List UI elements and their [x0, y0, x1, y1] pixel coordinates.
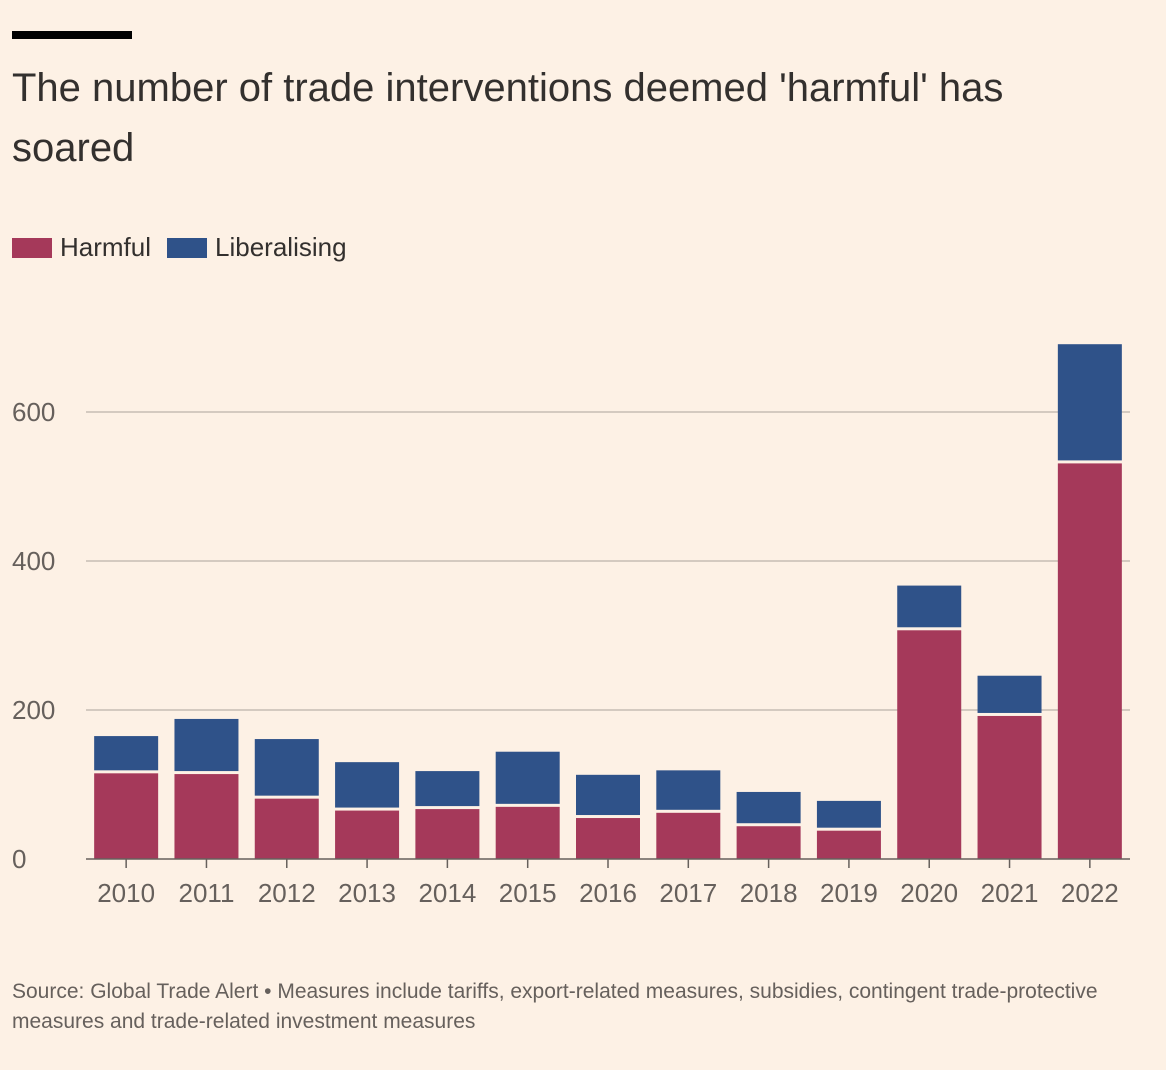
bar-liberalising-2014 — [415, 771, 480, 807]
y-tick-label-600: 600 — [12, 397, 55, 427]
bar-liberalising-2017 — [656, 770, 721, 810]
bar-liberalising-2013 — [335, 762, 400, 808]
bar-liberalising-2022 — [1057, 344, 1122, 461]
legend-swatch-liberalising — [167, 237, 208, 258]
bar-liberalising-2015 — [495, 751, 560, 804]
bar-harmful-2010 — [94, 773, 159, 859]
bar-harmful-2012 — [254, 798, 319, 859]
x-tick-label-2012: 2012 — [258, 878, 316, 908]
legend-swatch-harmful — [12, 237, 52, 258]
bar-liberalising-2010 — [94, 736, 159, 771]
bar-harmful-2011 — [174, 774, 239, 859]
legend-item-harmful: Harmful — [12, 232, 151, 263]
bar-harmful-2014 — [415, 809, 480, 859]
bar-liberalising-2018 — [736, 791, 801, 824]
bar-liberalising-2021 — [977, 675, 1042, 713]
x-tick-label-2022: 2022 — [1061, 878, 1119, 908]
bar-harmful-2017 — [656, 812, 721, 859]
bar-liberalising-2011 — [174, 718, 239, 772]
bar-liberalising-2016 — [576, 774, 640, 816]
bar-harmful-2021 — [977, 715, 1042, 859]
chart-title: The number of trade interventions deemed… — [12, 66, 1004, 170]
bar-harmful-2019 — [816, 830, 881, 859]
x-tick-label-2014: 2014 — [418, 878, 476, 908]
x-tick-label-2010: 2010 — [97, 878, 155, 908]
x-tick-label-2015: 2015 — [499, 878, 557, 908]
y-tick-label-0: 0 — [12, 844, 26, 874]
x-tick-label-2013: 2013 — [338, 878, 396, 908]
y-tick-label-400: 400 — [12, 546, 55, 576]
source-note: Source: Global Trade Alert • Measures in… — [12, 980, 1098, 1033]
y-tick-label-200: 200 — [12, 695, 55, 725]
x-tick-label-2017: 2017 — [659, 878, 717, 908]
bar-liberalising-2020 — [897, 585, 962, 628]
bar-harmful-2018 — [736, 826, 801, 859]
x-tick-label-2016: 2016 — [579, 878, 637, 908]
bar-liberalising-2019 — [816, 800, 881, 828]
legend-label-liberalising: Liberalising — [215, 232, 347, 262]
header-accent-bar — [12, 31, 132, 39]
x-tick-label-2018: 2018 — [740, 878, 798, 908]
bar-harmful-2022 — [1057, 463, 1122, 859]
legend-item-liberalising: Liberalising — [167, 232, 347, 263]
x-tick-label-2020: 2020 — [900, 878, 958, 908]
stacked-bar-chart: 0 200 400 600 2010 2011 2012 2013 2014 2015 2016 20… — [12, 344, 1130, 908]
x-tick-label-2019: 2019 — [820, 878, 878, 908]
bar-harmful-2020 — [897, 630, 962, 859]
bar-harmful-2015 — [495, 806, 560, 859]
x-tick-label-2011: 2011 — [179, 878, 235, 908]
bar-liberalising-2012 — [254, 739, 319, 796]
bar-harmful-2016 — [576, 818, 640, 859]
x-tick-label-2021: 2021 — [981, 878, 1039, 908]
chart-legend: Harmful Liberalising — [12, 232, 363, 263]
legend-label-harmful: Harmful — [60, 232, 152, 262]
bar-harmful-2013 — [335, 810, 400, 859]
